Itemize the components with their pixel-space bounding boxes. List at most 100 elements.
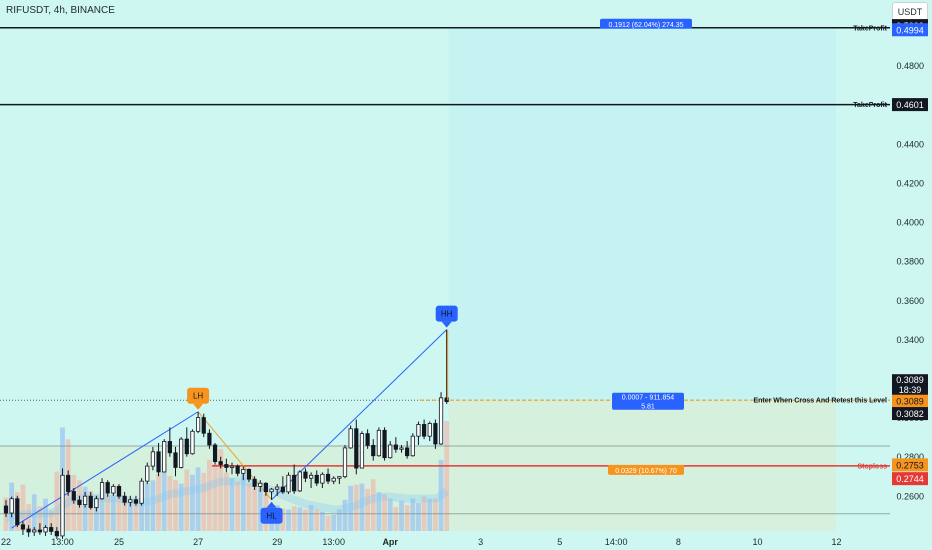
current-price-tag: 0.3082 xyxy=(892,407,928,421)
swing-label-text: HH xyxy=(441,310,453,319)
y-tick-label: 0.4000 xyxy=(896,218,924,228)
volume-bar xyxy=(325,515,331,531)
candle-body xyxy=(190,430,195,455)
candle xyxy=(433,419,438,449)
takeprofit-2-tag-text: 0.4601 xyxy=(896,100,924,110)
volume-bar xyxy=(37,506,43,531)
candle-body xyxy=(201,417,206,434)
price-axis[interactable]: 0.26000.28000.30000.32000.34000.36000.38… xyxy=(892,19,928,501)
candle xyxy=(32,527,37,536)
candle xyxy=(26,525,31,537)
candle xyxy=(286,472,291,494)
current-price-tag-bg xyxy=(892,407,928,421)
candle xyxy=(229,462,235,475)
x-tick-label: 12 xyxy=(832,537,842,547)
target-label: 0.1912 (62.04%) 274.35 xyxy=(600,18,692,29)
candle-body xyxy=(15,498,20,526)
candle-body xyxy=(371,444,376,457)
swing-label-bg xyxy=(260,507,283,524)
volume-bar xyxy=(444,421,450,531)
volume-bar xyxy=(218,449,224,531)
entry-tag-text: 0.3089 xyxy=(896,397,924,407)
candle-body xyxy=(32,529,37,533)
y-tick-label: 0.4400 xyxy=(896,139,924,149)
candle xyxy=(212,443,218,465)
candle-body xyxy=(376,429,382,457)
trend-line xyxy=(271,329,448,501)
swing-label-text: LH xyxy=(193,392,203,401)
volume-bar xyxy=(235,481,241,531)
x-tick-label: 13:00 xyxy=(51,537,74,547)
candle xyxy=(66,470,71,496)
candle xyxy=(9,496,14,518)
candle-body xyxy=(128,499,133,503)
volume-bar xyxy=(223,472,229,531)
takeprofit-0-label: TakeProfit xyxy=(853,25,887,32)
candle-body xyxy=(325,473,331,482)
entry-label-text-1: 5.81 xyxy=(641,404,655,411)
entry-label: Enter When Cross And Retest this Level xyxy=(753,398,887,405)
x-tick-label: 5 xyxy=(557,537,562,547)
volume-bar xyxy=(116,485,122,531)
candle xyxy=(60,468,65,539)
candle-body xyxy=(66,474,71,492)
candle xyxy=(3,500,9,517)
candle-body xyxy=(3,505,9,514)
takeprofit-2-tag-bg xyxy=(892,98,928,112)
symbol-title: RIFUSDT, 4h, BINANCE xyxy=(6,5,115,16)
swing-label-bg xyxy=(187,387,210,404)
volume-bar xyxy=(382,494,387,531)
volume-bar xyxy=(438,459,444,531)
candle xyxy=(320,472,325,488)
candle-body xyxy=(292,474,297,492)
volume-bar xyxy=(314,509,320,531)
candle-body xyxy=(382,429,387,459)
currency-button[interactable]: USDT xyxy=(892,2,928,22)
volume-bar xyxy=(20,484,26,531)
candle xyxy=(331,476,336,485)
volume-bar xyxy=(173,480,178,531)
candle-body xyxy=(280,486,285,493)
time-axis[interactable]: 22 13:00 25 27 29 13:00 Apr 3 5 14:00 8 10 12 xyxy=(1,537,842,547)
volume-bar xyxy=(240,473,246,531)
candle xyxy=(275,484,280,496)
swing-label-pointer xyxy=(266,501,277,508)
swing-label-bg xyxy=(435,305,458,322)
candle xyxy=(99,478,105,500)
volume-bar xyxy=(150,480,156,531)
x-tick-label: 14:00 xyxy=(605,537,628,547)
price-countdown-time: 18:39 xyxy=(899,385,922,395)
volume-bar xyxy=(376,492,382,531)
chart-labels: LH HL HH 0.1912 (62.04%) 274.35 0.0007 - 911… xyxy=(187,18,692,524)
candle xyxy=(139,478,144,506)
candle xyxy=(416,421,421,445)
candle-body xyxy=(105,482,110,494)
y-tick-label: 0.4800 xyxy=(896,61,924,71)
candle-body xyxy=(9,498,14,514)
volume-bar xyxy=(127,502,133,531)
candle xyxy=(173,446,178,477)
candle xyxy=(145,462,150,485)
candle-body xyxy=(83,495,88,506)
volume-bar xyxy=(370,479,376,531)
candle-body xyxy=(427,423,432,437)
candle-body xyxy=(195,417,201,432)
x-tick-label: 27 xyxy=(193,537,203,547)
candle-body xyxy=(133,499,139,504)
candle xyxy=(150,446,155,471)
entry-tag: 0.3089 xyxy=(892,394,928,408)
candle xyxy=(133,495,139,506)
stoploss-distance-label-bg xyxy=(608,464,684,475)
candle-body xyxy=(184,438,189,455)
candle-body xyxy=(54,530,59,537)
candle-body xyxy=(43,527,48,533)
candle-body xyxy=(60,474,65,537)
candle-body xyxy=(258,482,263,487)
x-tick-label: 29 xyxy=(272,537,282,547)
stoploss-tag-bg xyxy=(892,458,928,472)
candle xyxy=(43,525,48,536)
entry-label-bg xyxy=(612,392,684,410)
candle-body xyxy=(207,432,212,446)
